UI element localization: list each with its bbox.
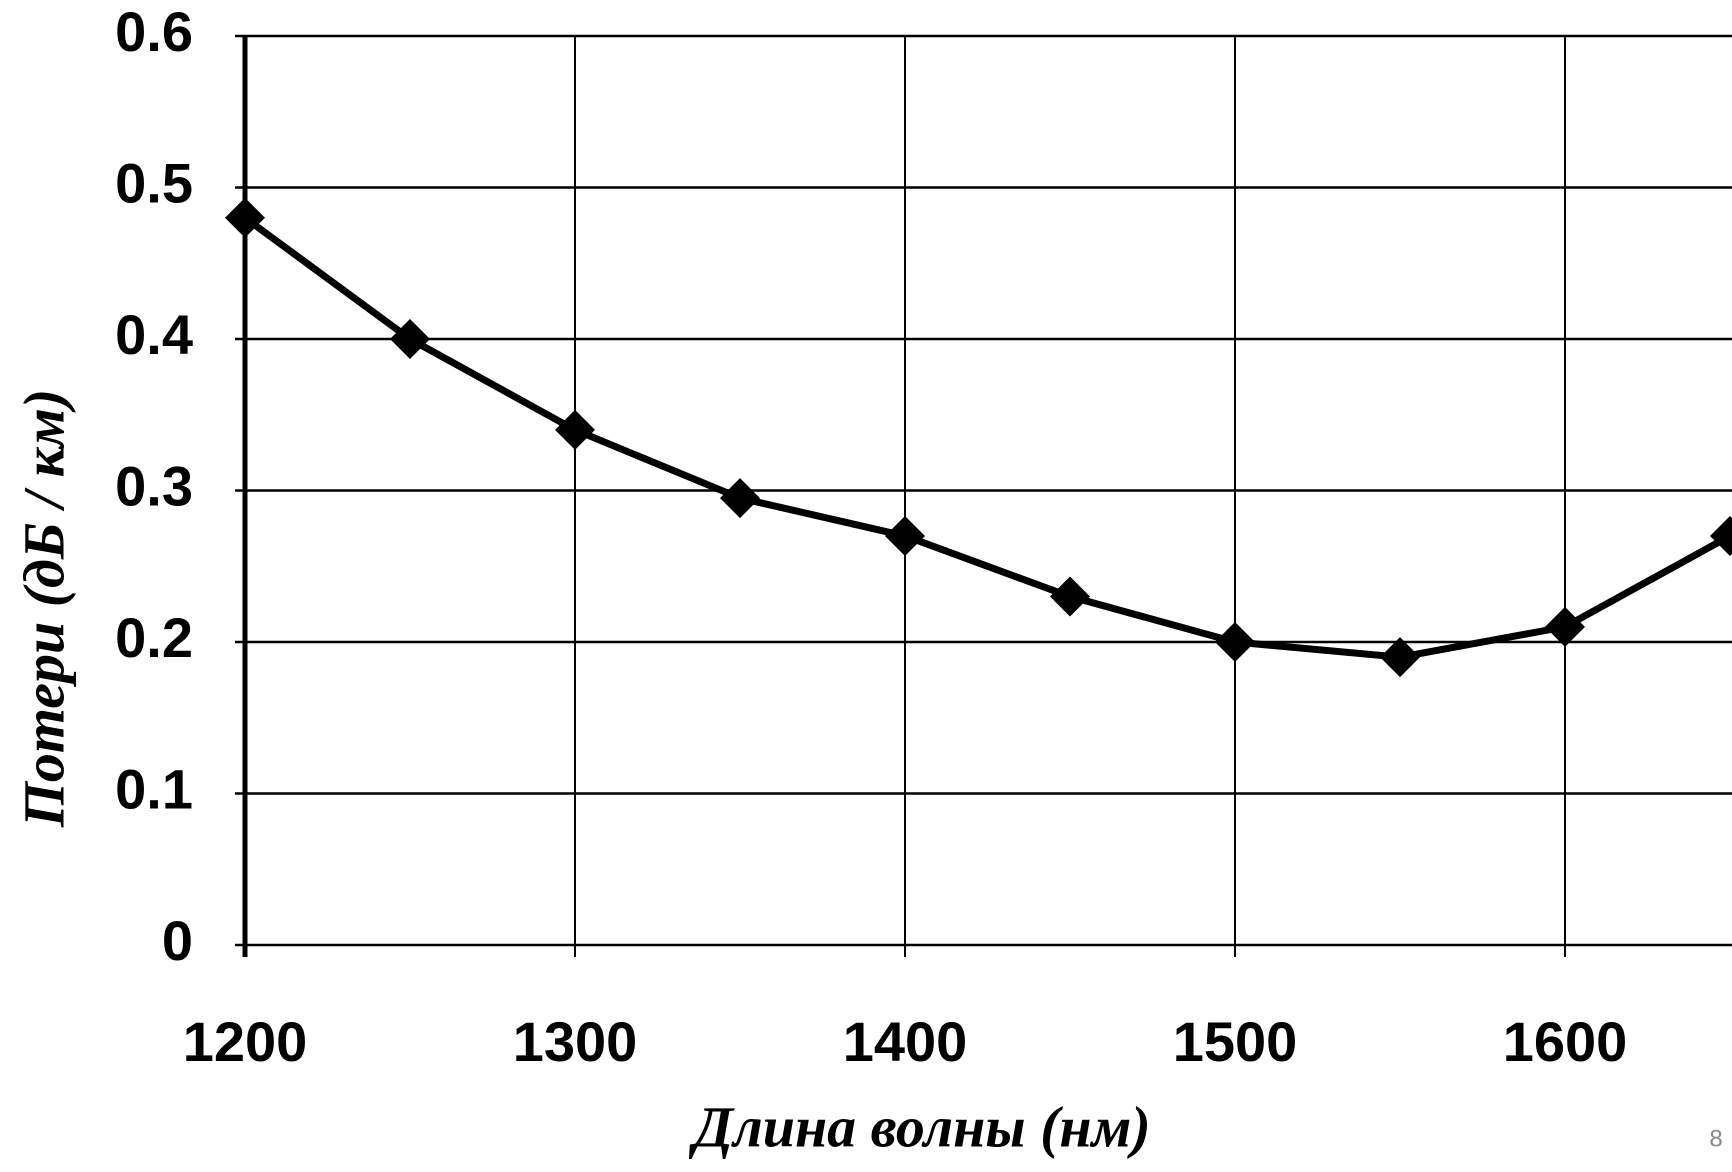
y-tick-label: 0.2: [115, 606, 193, 669]
x-tick-label: 1500: [1173, 1010, 1298, 1073]
data-marker: [720, 478, 760, 519]
data-marker: [1050, 576, 1090, 617]
y-tick-label: 0.3: [115, 454, 193, 517]
data-marker: [1215, 622, 1255, 662]
data-marker: [885, 515, 925, 556]
y-tick-label: 0: [162, 909, 193, 972]
y-tick-label: 0.1: [115, 757, 193, 820]
x-tick-label: 1600: [1503, 1010, 1628, 1073]
data-marker: [555, 409, 595, 450]
y-tick-label: 0.5: [115, 151, 193, 214]
data-marker: [1545, 606, 1585, 647]
data-marker: [1710, 515, 1732, 556]
y-axis-label: Потери (дБ / км): [11, 389, 76, 828]
y-tick-label: 0.6: [115, 0, 193, 63]
y-tick-label: 0.4: [115, 303, 193, 366]
data-line: [242, 214, 1732, 661]
data-marker: [225, 197, 265, 238]
x-tick-label: 1400: [843, 1010, 968, 1073]
x-axis-label: Длина волны (нм): [688, 1094, 1150, 1159]
x-tick-label: 1200: [183, 1010, 308, 1073]
data-marker: [390, 319, 430, 359]
data-marker: [1380, 637, 1420, 678]
x-tick-label: 1300: [513, 1010, 638, 1073]
page-number: 8: [1709, 1125, 1722, 1152]
